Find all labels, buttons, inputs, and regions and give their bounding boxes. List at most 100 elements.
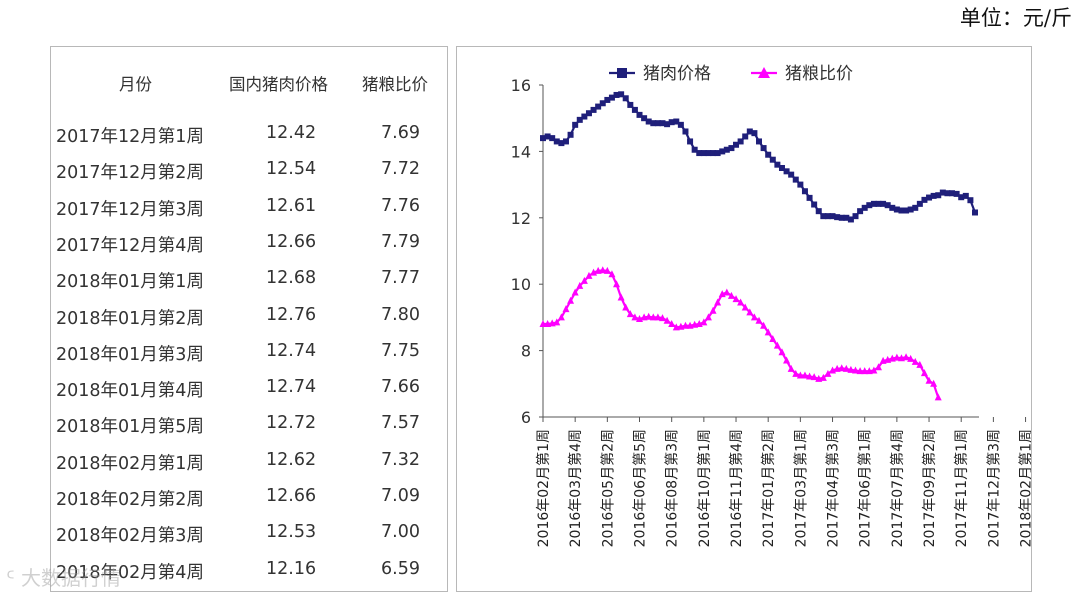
watermark-text: 大数据行情 — [21, 566, 122, 590]
pork-price-point — [733, 141, 740, 148]
ratio-point — [810, 373, 818, 381]
table-cell-ratio: 7.72 — [381, 159, 420, 180]
pork-price-point — [673, 118, 680, 125]
pork-price-point — [861, 204, 868, 211]
table-cell-pork-price: 12.66 — [266, 486, 317, 506]
ratio-point — [760, 321, 768, 329]
ratio-point — [580, 276, 588, 284]
table-cell-ratio: 7.80 — [381, 304, 420, 325]
ratio-point — [842, 364, 850, 372]
table-cell-week: 2017年12月第2周 — [56, 163, 204, 184]
ratio-point — [783, 356, 791, 364]
table-cell-pork-price: 12.74 — [266, 377, 317, 398]
legend-label-1: 猪粮比价 — [785, 64, 853, 84]
pork-price-point — [935, 192, 942, 199]
pork-price-point — [884, 202, 891, 209]
ratio-point — [714, 298, 722, 306]
pork-price-point — [898, 207, 905, 214]
pork-price-point — [843, 214, 850, 221]
table-cell-week: 2018年01月第5周 — [56, 417, 204, 438]
pork-price-point — [668, 119, 675, 126]
legend-square-icon — [617, 68, 627, 78]
pork-price-point — [664, 121, 671, 128]
table-header-hog-grain-ratio: 猪粮比价 — [362, 75, 428, 94]
pork-price-point — [737, 138, 744, 145]
y-tick-label: 6 — [521, 408, 531, 427]
pork-price-point — [599, 100, 606, 107]
ratio-point — [658, 314, 666, 322]
line-chart-panel: 6 8 10 12 14 16 2016年02月第1周 2016年03月第4周 2016年05月… — [456, 46, 1032, 592]
y-tick-label: 14 — [511, 142, 531, 161]
pork-price-point — [654, 120, 661, 127]
pork-price-point — [696, 150, 703, 157]
ratio-point — [663, 316, 671, 324]
pork-price-point — [590, 106, 597, 113]
pork-price-point — [866, 202, 873, 209]
ratio-point — [723, 288, 731, 296]
pork-price-point — [567, 131, 574, 138]
y-tick-label: 10 — [511, 275, 531, 294]
table-cell-ratio: 7.75 — [381, 340, 420, 361]
pork-price-point — [558, 140, 565, 147]
x-tick-label: 2016年10月第1周 — [696, 429, 713, 547]
ratio-point — [838, 364, 846, 372]
ratio-point — [654, 313, 662, 321]
ratio-point — [613, 280, 621, 288]
table-cell-pork-price: 12.66 — [266, 231, 317, 252]
ratio-point — [737, 298, 745, 306]
line-chart: 6 8 10 12 14 16 2016年02月第1周 2016年03月第4周 2016年05月… — [511, 64, 1031, 547]
ratio-point — [920, 369, 928, 377]
pork-price-point — [939, 189, 946, 196]
ratio-point — [741, 303, 749, 311]
x-tick-label: 2017年06月第1周 — [857, 429, 874, 547]
x-tick-label: 2016年11月第4周 — [728, 429, 745, 547]
x-tick-label: 2016年03月第4周 — [567, 429, 584, 547]
y-tick-label: 16 — [511, 76, 531, 95]
pork-price-point — [916, 200, 923, 207]
x-tick-label: 2017年12月第3周 — [985, 429, 1002, 547]
x-tick-label: 2016年05月第2周 — [599, 429, 616, 547]
ratio-point — [649, 313, 657, 321]
ratio-point — [576, 281, 584, 289]
pork-price-point — [719, 148, 726, 155]
pork-price-point — [820, 213, 827, 220]
table-cell-ratio: 7.09 — [381, 486, 420, 506]
table-cell-ratio: 7.77 — [381, 268, 420, 289]
pork-price-point — [553, 138, 560, 145]
table-cell-week: 2018年02月第2周 — [56, 490, 204, 510]
ratio-point — [856, 367, 864, 375]
pork-price-point — [604, 96, 611, 103]
pork-price-point — [921, 196, 928, 203]
pork-price-point — [801, 188, 808, 195]
ratio-point — [562, 305, 570, 313]
table-cell-week: 2017年12月第1周 — [56, 127, 204, 147]
pork-price-point — [903, 207, 910, 214]
table-cell-week: 2018年01月第1周 — [56, 272, 204, 293]
pork-price-point — [585, 110, 592, 117]
unit-label: 单位：元/斤 — [959, 6, 1072, 30]
pork-price-point — [930, 192, 937, 199]
x-tick-label: 2016年06月第5周 — [632, 429, 649, 547]
ratio-point — [773, 341, 781, 349]
legend-triangle-icon — [758, 67, 770, 78]
ratio-point — [681, 321, 689, 329]
ratio-point — [617, 293, 625, 301]
ratio-point — [599, 266, 607, 274]
ratio-point — [571, 288, 579, 296]
pork-price-point — [889, 204, 896, 211]
table-cell-pork-price: 12.54 — [266, 159, 317, 180]
pork-price-point — [972, 209, 978, 216]
pork-price-point — [650, 120, 657, 127]
x-tick-label: 2017年11月第1周 — [953, 429, 970, 547]
series-line-1 — [543, 269, 940, 398]
ratio-point — [622, 303, 630, 311]
pork-price-point — [829, 213, 836, 220]
pork-price-point — [774, 161, 781, 168]
ratio-point — [626, 310, 634, 318]
x-tick-label: 2017年03月第1周 — [792, 429, 809, 547]
x-tick-label: 2017年01月第2周 — [760, 429, 777, 547]
table-cell-ratio: 6.59 — [381, 558, 420, 579]
ratio-point — [764, 328, 772, 336]
pork-price-point — [953, 190, 960, 197]
ratio-point — [557, 313, 565, 321]
